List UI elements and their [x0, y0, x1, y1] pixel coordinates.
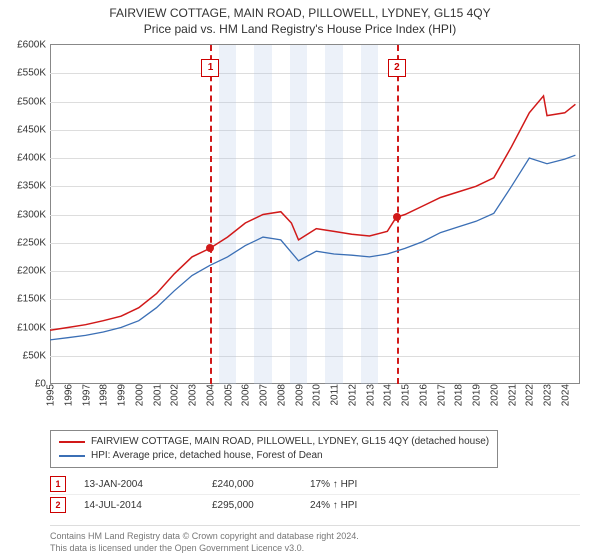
y-tick-label: £400K [17, 153, 50, 164]
chart-plot-area: £0£50K£100K£150K£200K£250K£300K£350K£400… [50, 44, 580, 384]
x-tick-label: 2012 [345, 384, 358, 406]
y-tick-label: £500K [17, 96, 50, 107]
y-tick-label: £150K [17, 294, 50, 305]
legend-swatch-property [59, 441, 85, 443]
transaction-date: 14-JUL-2014 [84, 500, 194, 511]
x-tick-label: 2010 [310, 384, 323, 406]
y-tick-label: £50K [23, 350, 50, 361]
x-tick-label: 2022 [523, 384, 536, 406]
transaction-date: 13-JAN-2004 [84, 479, 194, 490]
x-tick-label: 2021 [505, 384, 518, 406]
y-tick-label: £200K [17, 266, 50, 277]
x-tick-label: 1998 [97, 384, 110, 406]
y-tick-label: £450K [17, 124, 50, 135]
x-tick-label: 2019 [470, 384, 483, 406]
y-tick-label: £350K [17, 181, 50, 192]
transaction-marker-box: 1 [201, 59, 219, 77]
x-tick-label: 2023 [541, 384, 554, 406]
transaction-marker-1: 1 [50, 476, 66, 492]
x-tick-label: 2016 [416, 384, 429, 406]
legend-label-property: FAIRVIEW COTTAGE, MAIN ROAD, PILLOWELL, … [91, 435, 489, 449]
x-tick-label: 2004 [203, 384, 216, 406]
x-tick-label: 2015 [399, 384, 412, 406]
table-row: 1 13-JAN-2004 £240,000 17% ↑ HPI [50, 474, 580, 494]
x-tick-label: 2008 [274, 384, 287, 406]
legend-row-property: FAIRVIEW COTTAGE, MAIN ROAD, PILLOWELL, … [59, 435, 489, 449]
x-tick-label: 2017 [434, 384, 447, 406]
footnote-line2: This data is licensed under the Open Gov… [50, 542, 580, 554]
table-row: 2 14-JUL-2014 £295,000 24% ↑ HPI [50, 494, 580, 515]
x-tick-label: 1997 [79, 384, 92, 406]
x-tick-label: 2009 [292, 384, 305, 406]
transaction-dot [206, 244, 214, 252]
line-series-svg [50, 45, 579, 384]
transaction-price: £295,000 [212, 500, 292, 511]
footnote-line1: Contains HM Land Registry data © Crown c… [50, 530, 580, 542]
x-tick-label: 2006 [239, 384, 252, 406]
x-tick-label: 2011 [328, 384, 341, 406]
chart-title-line1: FAIRVIEW COTTAGE, MAIN ROAD, PILLOWELL, … [0, 0, 600, 20]
x-tick-label: 2005 [221, 384, 234, 406]
transaction-price: £240,000 [212, 479, 292, 490]
y-tick-label: £250K [17, 237, 50, 248]
x-tick-label: 2013 [363, 384, 376, 406]
x-tick-label: 1999 [115, 384, 128, 406]
series-line-property [50, 96, 575, 330]
x-tick-label: 2002 [168, 384, 181, 406]
chart-title-line2: Price paid vs. HM Land Registry's House … [0, 20, 600, 40]
x-tick-label: 1996 [61, 384, 74, 406]
y-tick-label: £300K [17, 209, 50, 220]
y-tick-label: £100K [17, 322, 50, 333]
x-tick-label: 1995 [44, 384, 57, 406]
x-tick-label: 2024 [558, 384, 571, 406]
x-tick-label: 2003 [186, 384, 199, 406]
transaction-diff: 24% ↑ HPI [310, 500, 390, 511]
footnote: Contains HM Land Registry data © Crown c… [50, 525, 580, 554]
x-tick-label: 2000 [132, 384, 145, 406]
x-tick-label: 2007 [257, 384, 270, 406]
transaction-diff: 17% ↑ HPI [310, 479, 390, 490]
y-tick-label: £550K [17, 68, 50, 79]
legend-label-hpi: HPI: Average price, detached house, Fore… [91, 449, 323, 463]
transaction-marker-box: 2 [388, 59, 406, 77]
legend: FAIRVIEW COTTAGE, MAIN ROAD, PILLOWELL, … [50, 430, 498, 468]
transactions-table: 1 13-JAN-2004 £240,000 17% ↑ HPI 2 14-JU… [50, 474, 580, 515]
legend-swatch-hpi [59, 455, 85, 457]
y-tick-label: £600K [17, 40, 50, 51]
x-tick-label: 2020 [487, 384, 500, 406]
x-tick-label: 2001 [150, 384, 163, 406]
x-tick-label: 2014 [381, 384, 394, 406]
legend-row-hpi: HPI: Average price, detached house, Fore… [59, 449, 489, 463]
transaction-dot [393, 213, 401, 221]
transaction-marker-2: 2 [50, 497, 66, 513]
x-tick-label: 2018 [452, 384, 465, 406]
